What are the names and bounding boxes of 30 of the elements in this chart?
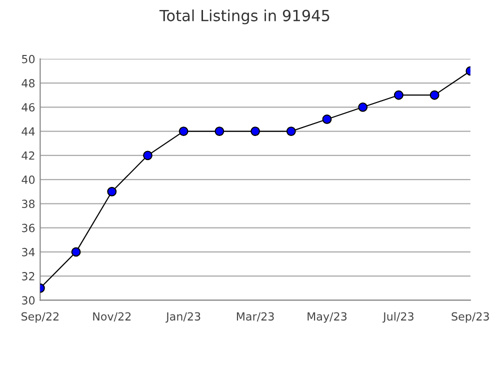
point [71,247,81,257]
point [394,90,404,100]
x-tick-label: May/23 [308,312,347,323]
y-tick-label: 48 [22,79,35,88]
x-tick-label: Nov/22 [93,312,131,322]
y-tick-label: 32 [22,272,34,280]
x-tick-label: Sep/22 [22,312,58,323]
y-tick-label: 46 [22,103,35,112]
x-tick-label: Jul/23 [382,312,414,323]
x-tick-label: Sep/23 [452,312,489,323]
point [214,126,224,136]
y-tick-label: 34 [22,248,35,256]
y-tick-label: 30 [22,296,35,305]
y-tick-label: 36 [22,224,35,232]
point [358,102,368,112]
point [143,150,152,160]
y-tick-label: 38 [22,200,35,208]
x-tick-label: Mar/23 [236,312,274,322]
y-tick-label: 50 [22,54,35,64]
point [286,126,296,136]
y-tick-label: 44 [22,127,35,136]
x-tick-label: Jan/23 [166,312,200,323]
point [250,126,260,136]
point [322,114,332,124]
y-tick-label: 42 [22,151,34,160]
y-tick-label: 40 [22,176,35,184]
chart-title: Total Listings in 91945 [159,10,330,24]
point [107,186,117,196]
point [430,90,440,100]
point [178,126,188,136]
